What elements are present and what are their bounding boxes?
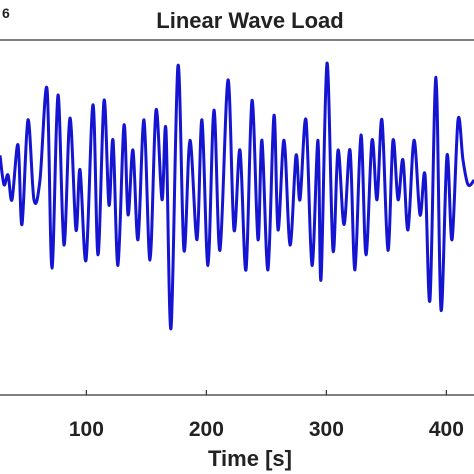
x-tick-label: 400 [429, 418, 464, 441]
exponent: 6 [2, 5, 10, 21]
x-tick-label: 100 [69, 418, 104, 441]
x-tick-label: 200 [189, 418, 224, 441]
chart-title: Linear Wave Load [156, 8, 343, 33]
x-axis-label: Time [s] [208, 446, 292, 471]
series-line [0, 61, 474, 330]
x-tick-label: 300 [309, 418, 344, 441]
